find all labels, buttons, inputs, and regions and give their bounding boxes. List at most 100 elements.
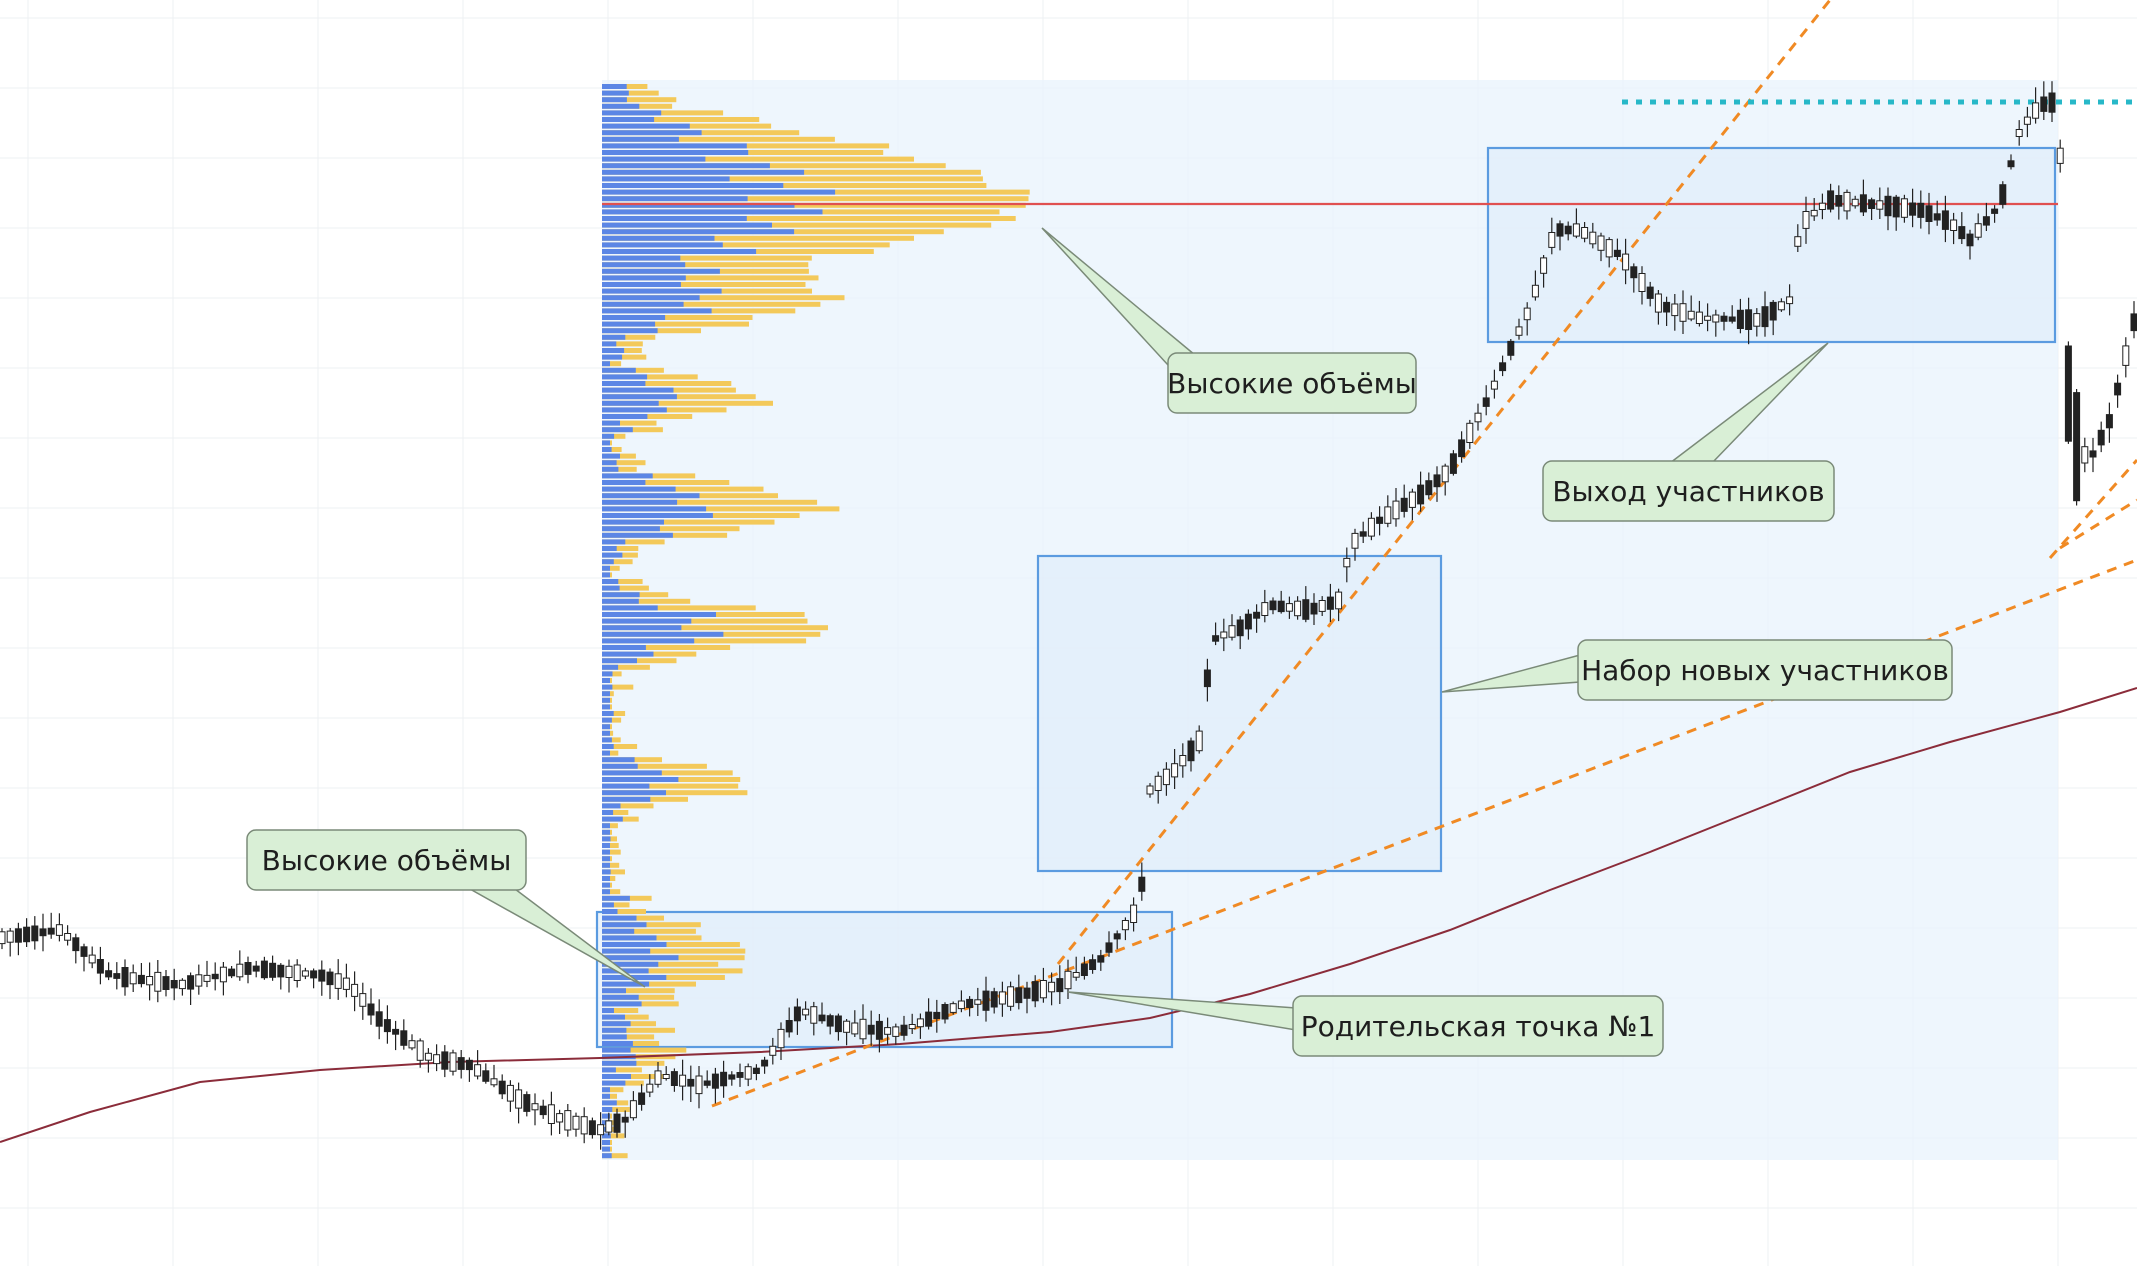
candle-up: [88, 954, 96, 964]
candle-up: [6, 930, 14, 943]
volume-bar-sell: [602, 684, 634, 690]
candle-up: [490, 1078, 498, 1086]
candle-up: [1121, 920, 1129, 931]
volume-bar-sell: [602, 790, 748, 796]
candle-down: [711, 1073, 719, 1089]
volume-bar-sell: [602, 605, 756, 611]
candle-up: [1548, 232, 1556, 248]
volume-bar-buy: [602, 348, 625, 353]
candle-up: [1523, 307, 1531, 321]
candle-down: [990, 991, 998, 1008]
candle-down: [1827, 190, 1835, 210]
volume-bar-buy: [602, 783, 650, 789]
volume-bar-buy: [602, 1041, 633, 1046]
volume-bar-sell: [602, 565, 620, 571]
candle-down: [941, 1004, 949, 1020]
candle-down: [1630, 266, 1638, 279]
candle-up: [359, 993, 367, 1007]
candle-up: [1753, 313, 1761, 327]
candle-down: [834, 1015, 842, 1033]
volume-bar-buy: [602, 856, 610, 862]
volume-bar-sell: [602, 90, 659, 96]
volume-bar-buy: [602, 678, 610, 683]
candle-down: [392, 1028, 400, 1035]
volume-bar-buy: [602, 163, 770, 169]
candle-down: [1958, 226, 1966, 240]
volume-bar-sell: [602, 922, 701, 928]
candle-down: [687, 1078, 695, 1087]
candle-down: [498, 1080, 506, 1095]
volume-bar-buy: [602, 988, 626, 994]
candle-up: [769, 1045, 777, 1056]
volume-bar-buy: [602, 1113, 610, 1119]
candle-down: [1425, 480, 1433, 496]
candle-down: [1031, 981, 1039, 1002]
callout-label: Выход участников: [1552, 475, 1824, 508]
volume-bar-buy: [602, 843, 610, 848]
candle-down: [1236, 619, 1244, 637]
candle-up: [1343, 557, 1351, 568]
volume-bar-buy: [602, 189, 836, 195]
volume-bar-buy: [602, 902, 614, 908]
candle-up: [597, 1124, 605, 1136]
volume-bar-sell: [602, 961, 719, 967]
candle-down: [457, 1057, 465, 1070]
volume-bar-buy: [602, 796, 651, 802]
callout-label: Родительская точка №1: [1301, 1010, 1656, 1043]
candle-down: [2105, 414, 2113, 429]
volume-bar-sell: [602, 381, 732, 386]
volume-bar-buy: [602, 704, 610, 710]
candle-up: [146, 976, 154, 986]
volume-bar-sell: [602, 1008, 639, 1013]
candle-up: [1130, 904, 1138, 923]
candle-up: [916, 1018, 924, 1028]
volume-bar-buy: [602, 506, 707, 512]
volume-bar-buy: [602, 816, 623, 822]
volume-bar-sell: [602, 222, 992, 228]
volume-bar-buy: [602, 513, 713, 518]
candle-down: [539, 1105, 547, 1116]
candle-down: [720, 1071, 728, 1087]
candle-down: [252, 965, 260, 972]
volume-bar-buy: [602, 97, 627, 103]
volume-bar-sell: [602, 810, 629, 815]
volume-bar-sell: [602, 1034, 655, 1040]
volume-bar-sell: [602, 862, 620, 868]
volume-bar-sell: [602, 546, 639, 551]
candle-down: [244, 962, 252, 975]
volume-bar-sell: [602, 1047, 687, 1053]
candle-up: [2023, 116, 2031, 125]
candle-up: [1195, 730, 1203, 752]
volume-bar-buy: [602, 744, 614, 749]
volume-bar-buy: [602, 790, 666, 796]
candle-up: [646, 1083, 654, 1093]
volume-bar-sell: [602, 744, 638, 749]
volume-bar-buy: [602, 295, 700, 301]
volume-bar-sell: [602, 579, 643, 584]
volume-bar-buy: [602, 955, 679, 961]
candle-up: [408, 1040, 416, 1049]
candle-up: [203, 974, 211, 982]
candle-down: [1310, 602, 1318, 615]
callout-box-fill: [1170, 355, 1414, 411]
candle-down: [2064, 345, 2072, 442]
volume-bar-sell: [602, 585, 649, 591]
volume-bar-buy: [602, 202, 795, 208]
volume-bar-buy: [602, 427, 633, 433]
candle-down: [1769, 301, 1777, 321]
candle-down: [105, 970, 113, 978]
candle-up: [1679, 303, 1687, 322]
candle-down: [441, 1051, 449, 1070]
volume-bar-buy: [602, 493, 700, 499]
volume-bar-buy: [602, 697, 610, 703]
candle-down: [900, 1024, 908, 1036]
candle-up: [605, 1120, 613, 1133]
candle-down: [703, 1080, 711, 1086]
candle-down: [72, 937, 80, 952]
volume-bar-sell: [602, 770, 733, 776]
volume-bar-sell: [602, 282, 806, 287]
volume-bar-buy: [602, 691, 610, 697]
volume-bar-sell: [602, 638, 807, 644]
candle-up: [892, 1026, 900, 1037]
volume-bar-buy: [602, 433, 615, 439]
